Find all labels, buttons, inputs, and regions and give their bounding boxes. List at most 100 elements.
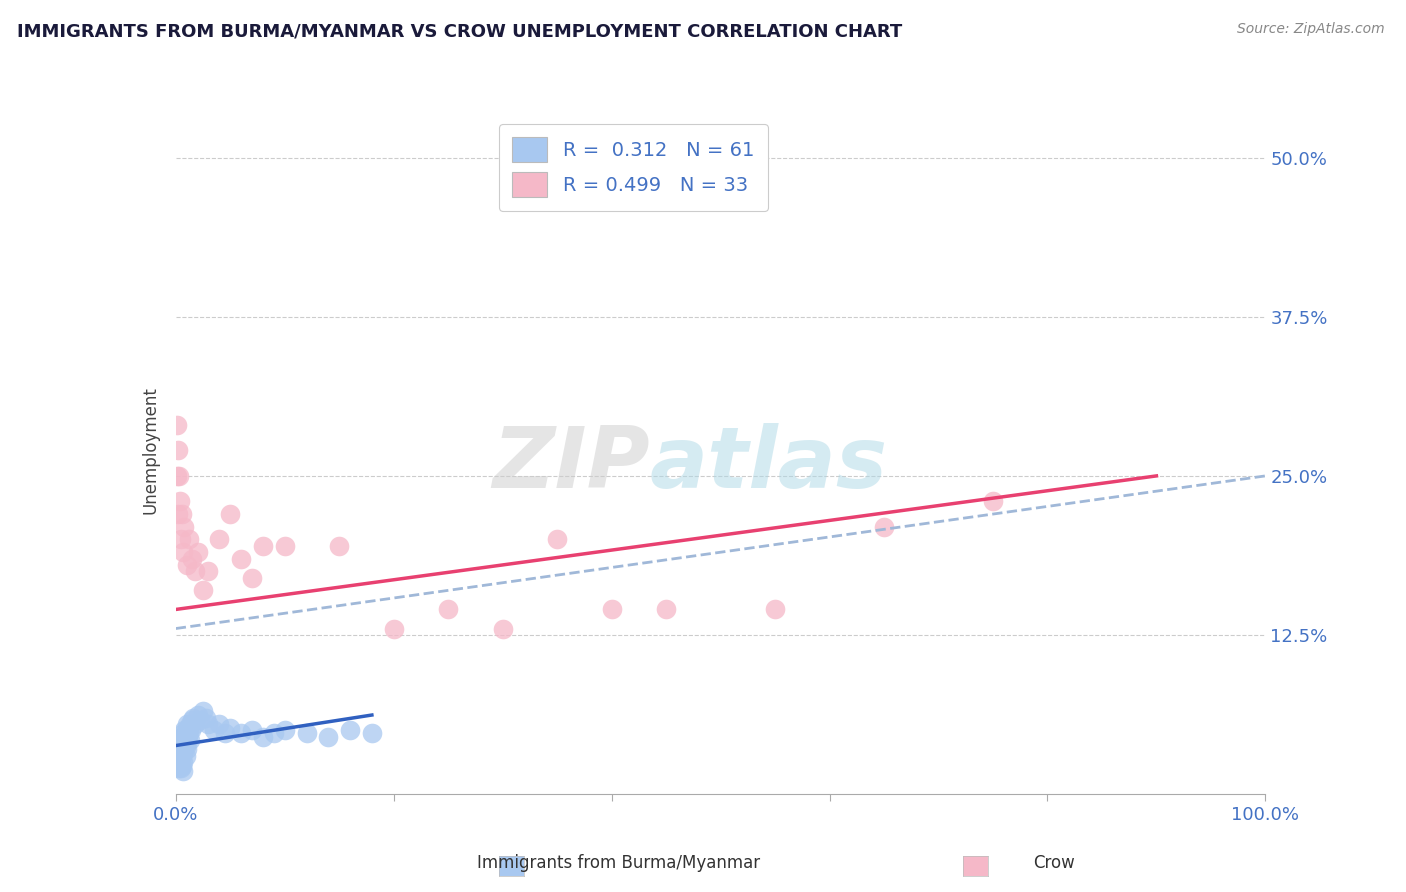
Point — [169, 748, 191, 763]
Point — [172, 726, 194, 740]
Point — [167, 753, 190, 767]
Point — [172, 736, 194, 750]
Point — [167, 507, 190, 521]
Point — [166, 417, 188, 432]
Point — [208, 717, 231, 731]
Point — [181, 710, 204, 724]
Point — [172, 507, 194, 521]
Point — [169, 739, 191, 753]
Point — [167, 443, 190, 458]
Point — [176, 558, 198, 572]
Point — [274, 723, 297, 738]
Point — [214, 726, 236, 740]
Point — [873, 520, 896, 534]
Point — [172, 545, 194, 559]
Point — [186, 545, 209, 559]
Point — [167, 751, 190, 765]
Point — [172, 759, 194, 773]
Point — [173, 723, 195, 738]
Point — [170, 761, 193, 775]
Text: Immigrants from Burma/Myanmar: Immigrants from Burma/Myanmar — [477, 855, 761, 872]
Point — [191, 583, 214, 598]
Point — [170, 742, 193, 756]
Point — [339, 723, 361, 738]
Point — [295, 726, 318, 740]
Point — [172, 764, 194, 778]
Point — [219, 507, 242, 521]
Point — [179, 717, 201, 731]
Point — [252, 539, 274, 553]
Point — [252, 730, 274, 744]
Point — [173, 742, 195, 756]
Point — [492, 622, 515, 636]
Point — [186, 708, 209, 723]
Point — [263, 726, 285, 740]
Point — [177, 533, 200, 547]
Point — [274, 539, 297, 553]
Point — [437, 602, 460, 616]
Point — [174, 748, 197, 763]
Point — [167, 745, 190, 759]
Point — [167, 469, 190, 483]
Point — [197, 717, 219, 731]
Point — [191, 704, 214, 718]
Point — [169, 757, 191, 772]
Point — [318, 730, 340, 744]
Point — [231, 726, 253, 740]
Point — [176, 730, 198, 744]
Point — [174, 739, 197, 753]
Point — [166, 469, 188, 483]
Point — [172, 739, 194, 753]
Point — [167, 759, 190, 773]
Point — [173, 520, 195, 534]
Point — [546, 533, 568, 547]
Point — [170, 733, 193, 747]
Text: ZIP: ZIP — [492, 423, 650, 506]
Point — [176, 742, 198, 756]
Point — [231, 551, 253, 566]
Point — [184, 564, 207, 578]
Point — [180, 723, 202, 738]
Point — [202, 723, 225, 738]
Point — [208, 533, 231, 547]
Point — [179, 733, 201, 747]
Point — [176, 717, 198, 731]
Point — [195, 710, 218, 724]
Point — [173, 733, 195, 747]
Point — [181, 713, 204, 727]
Point — [166, 755, 188, 769]
Point — [240, 723, 263, 738]
Point — [172, 730, 194, 744]
Point — [172, 755, 194, 769]
Point — [981, 494, 1004, 508]
Point — [174, 726, 197, 740]
Point — [170, 533, 193, 547]
Point — [328, 539, 350, 553]
Point — [170, 751, 193, 765]
Point — [172, 748, 194, 763]
Point — [240, 571, 263, 585]
Point — [167, 761, 190, 775]
Text: Source: ZipAtlas.com: Source: ZipAtlas.com — [1237, 22, 1385, 37]
Point — [219, 721, 242, 735]
Point — [188, 713, 211, 727]
Text: Crow: Crow — [1033, 855, 1076, 872]
Point — [655, 602, 678, 616]
Point — [360, 726, 382, 740]
Point — [600, 602, 623, 616]
Point — [382, 622, 405, 636]
Point — [167, 736, 190, 750]
Point — [181, 551, 204, 566]
Point — [166, 748, 188, 763]
Point — [177, 733, 200, 747]
Text: atlas: atlas — [650, 423, 887, 506]
Legend: R =  0.312   N = 61, R = 0.499   N = 33: R = 0.312 N = 61, R = 0.499 N = 33 — [499, 124, 768, 211]
Point — [197, 564, 219, 578]
Point — [177, 726, 200, 740]
Text: IMMIGRANTS FROM BURMA/MYANMAR VS CROW UNEMPLOYMENT CORRELATION CHART: IMMIGRANTS FROM BURMA/MYANMAR VS CROW UN… — [17, 22, 903, 40]
Point — [177, 721, 200, 735]
Point — [184, 717, 207, 731]
Point — [763, 602, 786, 616]
Point — [172, 746, 194, 760]
Point — [169, 494, 191, 508]
